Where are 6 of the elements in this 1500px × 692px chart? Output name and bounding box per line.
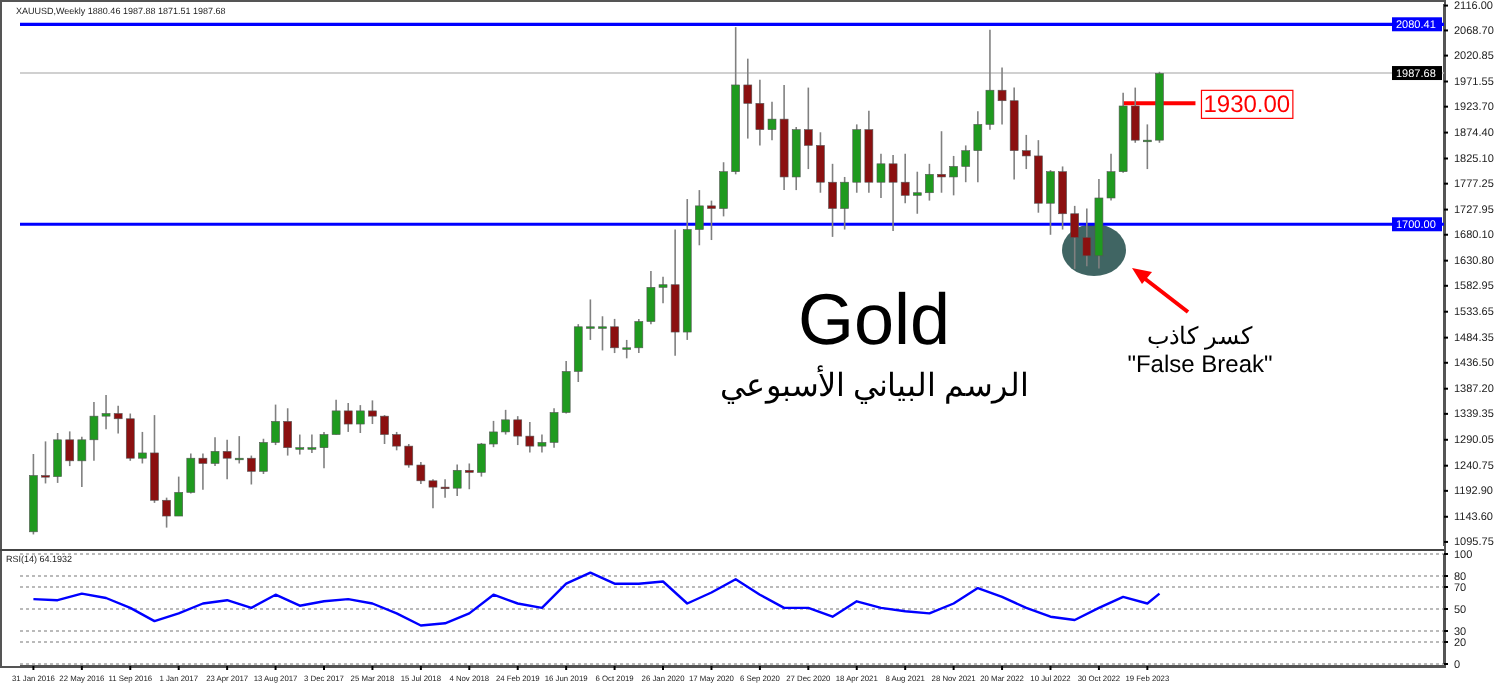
text: الرسم البياني الأسبوعي (720, 366, 1028, 404)
annotation: كسر كاذب (1146, 322, 1254, 350)
ref-line-label: 1930.00 (1203, 90, 1291, 119)
text: Gold (797, 278, 951, 360)
annotation: "False Break" (1127, 350, 1273, 378)
line-series (32, 571, 1161, 627)
